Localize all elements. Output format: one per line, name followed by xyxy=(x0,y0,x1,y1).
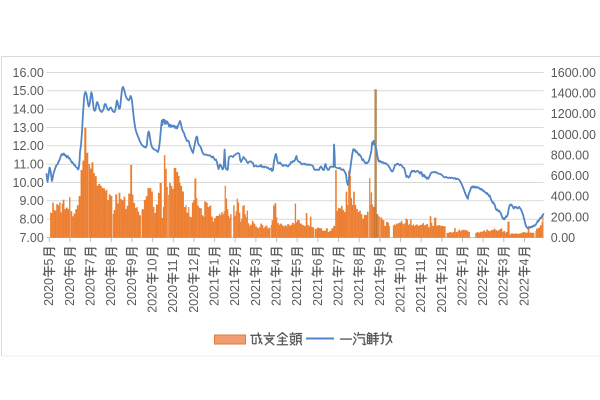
svg-text:2: 2 xyxy=(476,259,490,266)
svg-text:9.00: 9.00 xyxy=(19,194,43,208)
svg-text:1: 1 xyxy=(208,259,222,266)
svg-text:2022: 2022 xyxy=(517,278,531,306)
svg-text:8: 8 xyxy=(352,259,366,266)
svg-text:2020: 2020 xyxy=(63,278,77,306)
svg-text:13.00: 13.00 xyxy=(13,121,44,135)
svg-text:1200.00: 1200.00 xyxy=(551,107,596,121)
svg-text:3: 3 xyxy=(249,259,263,266)
svg-text:15.00: 15.00 xyxy=(13,84,44,98)
svg-text:2021: 2021 xyxy=(435,285,449,313)
svg-text:9: 9 xyxy=(125,259,139,266)
svg-text:2021: 2021 xyxy=(393,285,407,313)
svg-text:16.00: 16.00 xyxy=(13,66,44,80)
svg-text:1400.00: 1400.00 xyxy=(551,87,596,101)
svg-text:2021: 2021 xyxy=(311,278,325,306)
svg-text:8: 8 xyxy=(104,259,118,266)
svg-text:5: 5 xyxy=(290,259,304,266)
svg-text:0.00: 0.00 xyxy=(551,231,575,245)
svg-text:8.00: 8.00 xyxy=(19,213,43,227)
svg-text:12: 12 xyxy=(187,258,201,272)
svg-text:200.00: 200.00 xyxy=(551,210,589,224)
svg-text:10: 10 xyxy=(393,258,407,272)
svg-text:2022: 2022 xyxy=(497,278,511,306)
svg-text:10: 10 xyxy=(146,258,160,272)
svg-text:2021: 2021 xyxy=(270,278,284,306)
svg-text:2020: 2020 xyxy=(125,278,139,306)
svg-text:2021: 2021 xyxy=(414,285,428,313)
svg-text:2: 2 xyxy=(228,259,242,266)
svg-text:2021: 2021 xyxy=(352,278,366,306)
svg-text:5: 5 xyxy=(42,259,56,266)
svg-text:2020: 2020 xyxy=(84,278,98,306)
svg-text:600.00: 600.00 xyxy=(551,169,589,183)
svg-text:11.00: 11.00 xyxy=(13,158,43,172)
svg-text:2020: 2020 xyxy=(187,285,201,313)
svg-text:6: 6 xyxy=(63,259,77,266)
svg-text:1600.00: 1600.00 xyxy=(551,66,596,80)
svg-text:2021: 2021 xyxy=(228,278,242,306)
svg-text:10.00: 10.00 xyxy=(13,176,44,190)
svg-text:2022: 2022 xyxy=(476,278,490,306)
svg-text:1000.00: 1000.00 xyxy=(551,128,596,142)
svg-text:12: 12 xyxy=(435,258,449,272)
svg-text:2020: 2020 xyxy=(42,278,56,306)
svg-text:2020: 2020 xyxy=(104,278,118,306)
svg-text:7: 7 xyxy=(84,259,98,266)
svg-text:11: 11 xyxy=(166,259,180,272)
svg-text:3: 3 xyxy=(497,259,511,266)
svg-text:9: 9 xyxy=(373,259,387,266)
svg-text:2021: 2021 xyxy=(373,278,387,306)
svg-text:400.00: 400.00 xyxy=(551,190,589,204)
svg-text:4: 4 xyxy=(270,259,284,266)
svg-text:12.00: 12.00 xyxy=(13,139,44,153)
svg-text:800.00: 800.00 xyxy=(551,148,589,162)
svg-text:4: 4 xyxy=(517,259,531,266)
svg-text:1: 1 xyxy=(455,259,469,266)
svg-text:2021: 2021 xyxy=(249,278,263,306)
svg-text:2022: 2022 xyxy=(455,278,469,306)
svg-text:11: 11 xyxy=(414,259,428,272)
svg-text:6: 6 xyxy=(311,259,325,266)
svg-text:7: 7 xyxy=(332,259,346,266)
svg-text:14.00: 14.00 xyxy=(13,103,44,117)
svg-text:2021: 2021 xyxy=(290,278,304,306)
svg-text:2021: 2021 xyxy=(332,278,346,306)
svg-text:2021: 2021 xyxy=(208,278,222,306)
svg-text:2020: 2020 xyxy=(166,285,180,313)
svg-text:2020: 2020 xyxy=(146,285,160,313)
svg-text:7.00: 7.00 xyxy=(19,231,43,245)
